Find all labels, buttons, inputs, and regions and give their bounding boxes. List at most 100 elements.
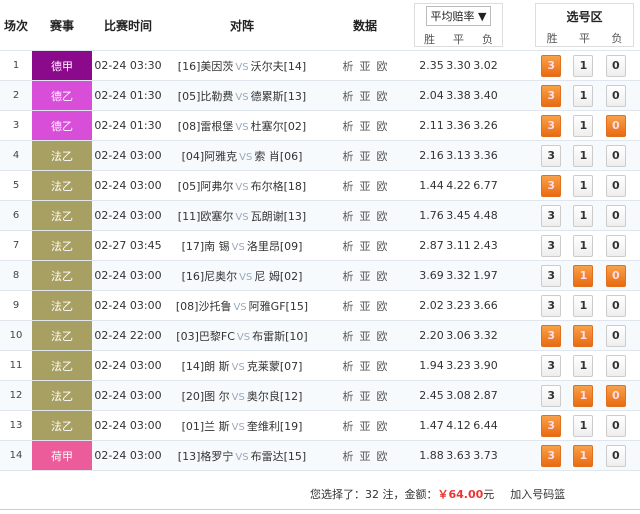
euro-link[interactable]: 欧 <box>376 209 388 223</box>
pick-draw-button[interactable]: 1 <box>573 114 594 137</box>
home-team[interactable]: [05]阿弗尔 <box>177 179 234 193</box>
pick-win-button[interactable]: 3 <box>541 294 562 317</box>
pick-lose-button[interactable]: 0 <box>605 384 626 407</box>
analysis-link[interactable]: 析 <box>342 449 354 463</box>
away-team[interactable]: 洛里昂[09] <box>246 239 303 253</box>
euro-link[interactable]: 欧 <box>376 59 388 73</box>
pick-draw-button[interactable]: 1 <box>573 84 594 107</box>
euro-link[interactable]: 欧 <box>376 149 388 163</box>
league-badge[interactable]: 法乙 <box>32 290 92 321</box>
add-to-basket-button[interactable]: 加入号码篮 <box>510 488 566 501</box>
pick-draw-button[interactable]: 1 <box>573 204 594 227</box>
home-team[interactable]: [17]南 锡 <box>181 239 230 253</box>
asian-link[interactable]: 亚 <box>359 419 371 433</box>
asian-link[interactable]: 亚 <box>359 329 371 343</box>
pick-draw-button[interactable]: 1 <box>573 444 594 467</box>
euro-link[interactable]: 欧 <box>376 269 388 283</box>
away-team[interactable]: 瓦朗谢[13] <box>250 209 307 223</box>
analysis-link[interactable]: 析 <box>342 299 354 313</box>
euro-link[interactable]: 欧 <box>376 419 388 433</box>
away-team[interactable]: 索 肖[06] <box>254 149 303 163</box>
pick-lose-button[interactable]: 0 <box>605 144 626 167</box>
pick-win-button[interactable]: 3 <box>541 174 562 197</box>
home-team[interactable]: [08]雷根堡 <box>177 119 234 133</box>
analysis-link[interactable]: 析 <box>342 389 354 403</box>
home-team[interactable]: [16]尼奥尔 <box>181 269 238 283</box>
pick-win-button[interactable]: 3 <box>541 114 562 137</box>
euro-link[interactable]: 欧 <box>376 179 388 193</box>
away-team[interactable]: 德累斯[13] <box>250 89 307 103</box>
euro-link[interactable]: 欧 <box>376 89 388 103</box>
asian-link[interactable]: 亚 <box>359 149 371 163</box>
league-badge[interactable]: 法乙 <box>32 230 92 261</box>
pick-draw-button[interactable]: 1 <box>573 54 594 77</box>
asian-link[interactable]: 亚 <box>359 239 371 253</box>
league-badge[interactable]: 法乙 <box>32 200 92 231</box>
analysis-link[interactable]: 析 <box>342 269 354 283</box>
pick-lose-button[interactable]: 0 <box>605 264 626 287</box>
away-team[interactable]: 布雷斯[10] <box>252 329 308 343</box>
analysis-link[interactable]: 析 <box>342 329 354 343</box>
away-team[interactable]: 阿雅GF[15] <box>248 299 309 313</box>
home-team[interactable]: [16]美因茨 <box>177 59 234 73</box>
home-team[interactable]: [03]巴黎FC <box>176 329 235 343</box>
home-team[interactable]: [04]阿雅克 <box>181 149 238 163</box>
asian-link[interactable]: 亚 <box>359 89 371 103</box>
pick-lose-button[interactable]: 0 <box>605 444 626 467</box>
pick-win-button[interactable]: 3 <box>541 384 562 407</box>
away-team[interactable]: 奎维利[19] <box>246 419 303 433</box>
pick-draw-button[interactable]: 1 <box>573 264 594 287</box>
pick-lose-button[interactable]: 0 <box>605 354 626 377</box>
away-team[interactable]: 克莱蒙[07] <box>246 359 303 373</box>
pick-draw-button[interactable]: 1 <box>573 324 594 347</box>
euro-link[interactable]: 欧 <box>376 329 388 343</box>
euro-link[interactable]: 欧 <box>376 449 388 463</box>
pick-lose-button[interactable]: 0 <box>605 414 626 437</box>
home-team[interactable]: [14]朗 斯 <box>181 359 230 373</box>
away-team[interactable]: 布尔格[18] <box>250 179 307 193</box>
euro-link[interactable]: 欧 <box>376 299 388 313</box>
pick-win-button[interactable]: 3 <box>541 204 562 227</box>
pick-draw-button[interactable]: 1 <box>573 294 594 317</box>
euro-link[interactable]: 欧 <box>376 359 388 373</box>
euro-link[interactable]: 欧 <box>376 119 388 133</box>
pick-lose-button[interactable]: 0 <box>605 84 626 107</box>
asian-link[interactable]: 亚 <box>359 299 371 313</box>
league-badge[interactable]: 法乙 <box>32 410 92 441</box>
league-badge[interactable]: 法乙 <box>32 170 92 201</box>
euro-link[interactable]: 欧 <box>376 239 388 253</box>
pick-lose-button[interactable]: 0 <box>605 174 626 197</box>
pick-win-button[interactable]: 3 <box>541 234 562 257</box>
pick-draw-button[interactable]: 1 <box>573 234 594 257</box>
away-team[interactable]: 尼 姆[02] <box>254 269 303 283</box>
pick-win-button[interactable]: 3 <box>541 84 562 107</box>
pick-win-button[interactable]: 3 <box>541 414 562 437</box>
pick-draw-button[interactable]: 1 <box>573 384 594 407</box>
asian-link[interactable]: 亚 <box>359 269 371 283</box>
asian-link[interactable]: 亚 <box>359 209 371 223</box>
pick-draw-button[interactable]: 1 <box>573 144 594 167</box>
home-team[interactable]: [20]图 尔 <box>181 389 230 403</box>
pick-win-button[interactable]: 3 <box>541 324 562 347</box>
league-badge[interactable]: 德乙 <box>32 80 92 111</box>
away-team[interactable]: 布雷达[15] <box>250 449 307 463</box>
analysis-link[interactable]: 析 <box>342 419 354 433</box>
analysis-link[interactable]: 析 <box>342 89 354 103</box>
asian-link[interactable]: 亚 <box>359 119 371 133</box>
asian-link[interactable]: 亚 <box>359 59 371 73</box>
analysis-link[interactable]: 析 <box>342 209 354 223</box>
home-team[interactable]: [08]沙托鲁 <box>175 299 232 313</box>
home-team[interactable]: [13]格罗宁 <box>177 449 234 463</box>
away-team[interactable]: 杜塞尔[02] <box>250 119 307 133</box>
pick-draw-button[interactable]: 1 <box>573 354 594 377</box>
euro-link[interactable]: 欧 <box>376 389 388 403</box>
pick-lose-button[interactable]: 0 <box>605 204 626 227</box>
asian-link[interactable]: 亚 <box>359 359 371 373</box>
pick-win-button[interactable]: 3 <box>541 264 562 287</box>
analysis-link[interactable]: 析 <box>342 359 354 373</box>
analysis-link[interactable]: 析 <box>342 59 354 73</box>
asian-link[interactable]: 亚 <box>359 449 371 463</box>
pick-lose-button[interactable]: 0 <box>605 294 626 317</box>
league-badge[interactable]: 德乙 <box>32 110 92 141</box>
odds-type-dropdown[interactable]: 平均赔率 ▼ <box>425 6 492 26</box>
